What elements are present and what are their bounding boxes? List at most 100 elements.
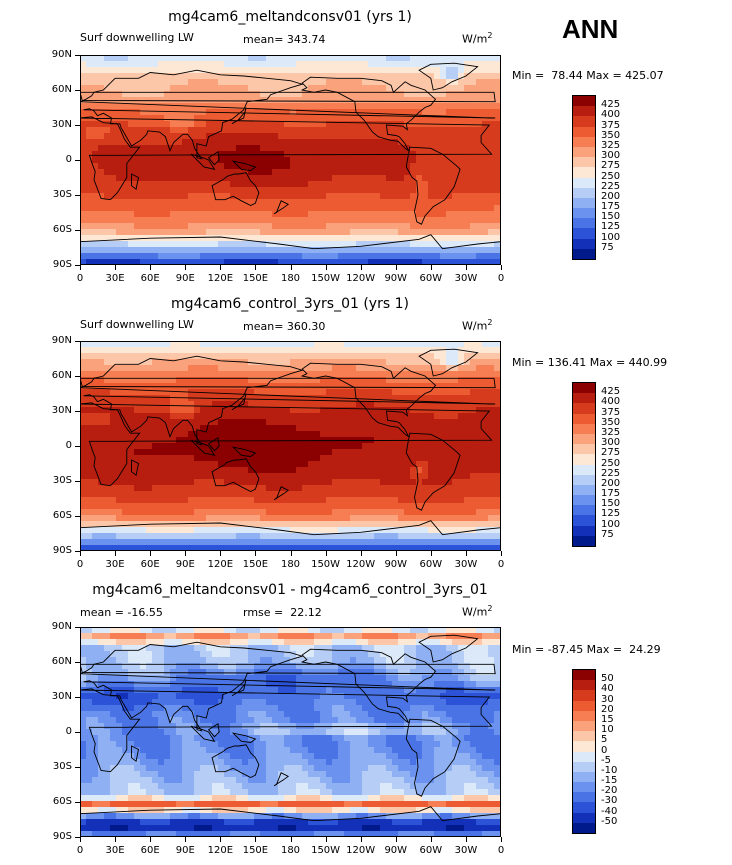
field-cell [476,401,483,408]
field-cell [134,497,141,504]
field-cell [272,91,279,98]
field-cell [338,353,345,360]
field-cell [164,497,171,504]
field-cell [290,73,297,80]
field-cell [230,109,237,116]
field-cell [218,407,225,414]
field-cell [470,217,477,224]
field-cell [350,431,357,438]
field-cell [86,455,93,462]
field-cell [458,55,465,62]
field-cell [146,425,153,432]
field-cell [434,419,441,426]
field-cell [368,223,375,230]
field-cell [410,383,417,390]
field-cell [422,181,429,188]
field-cell [308,145,315,152]
field-cell [236,175,243,182]
field-cell [80,443,87,450]
field-cell [242,211,249,218]
field-cell [308,259,315,265]
field-cell [278,121,285,128]
field-cell [410,377,417,384]
field-cell [464,341,471,348]
field-cell [224,67,231,74]
field-cell [326,485,333,492]
field-cell [272,473,279,480]
field-cell [374,55,381,62]
field-cell [314,347,321,354]
field-cell [242,247,249,254]
field-cell [494,127,501,134]
field-cell [476,157,483,164]
field-cell [446,431,453,438]
colorbar-swatch [573,208,595,219]
field-cell [152,491,159,498]
field-cell [398,199,405,206]
field-cell [386,473,393,480]
field-cell [440,55,447,62]
field-cell [248,509,255,516]
field-cell [86,241,93,248]
field-cell [332,443,339,450]
field-cell [86,431,93,438]
field-cell [422,353,429,360]
field-cell [260,437,267,444]
field-cell [80,467,87,474]
field-cell [368,359,375,366]
field-cell [350,55,357,62]
lon-tick-mark [325,265,327,270]
field-cell [278,211,285,218]
field-cell [140,109,147,116]
field-cell [98,79,105,86]
field-cell [92,365,99,372]
field-cell [350,389,357,396]
field-cell [146,341,153,348]
field-cell [146,461,153,468]
field-cell [248,377,255,384]
field-cell [392,79,399,86]
field-cell [116,371,123,378]
field-cell [80,193,87,200]
field-cell [92,527,99,534]
field-cell [86,497,93,504]
field-cell [158,401,165,408]
field-cell [224,347,231,354]
field-cell [326,109,333,116]
field-cell [338,217,345,224]
field-cell [410,425,417,432]
field-cell [392,91,399,98]
field-cell [158,259,165,265]
field-cell [146,539,153,546]
field-cell [110,371,117,378]
field-cell [464,389,471,396]
field-cell [404,401,411,408]
field-cell [224,217,231,224]
field-cell [350,187,357,194]
field-cell [182,479,189,486]
field-cell [416,521,423,528]
field-cell [248,389,255,396]
field-cell [386,413,393,420]
field-cell [398,163,405,170]
field-cell [464,133,471,140]
field-cell [380,359,387,366]
field-cell [284,139,291,146]
field-cell [344,353,351,360]
field-cell [164,515,171,522]
field-cell [80,91,87,98]
field-cell [248,241,255,248]
field-cell [464,115,471,122]
field-cell [314,115,321,122]
field-cell [428,91,435,98]
field-cell [386,347,393,354]
field-cell [374,253,381,260]
field-cell [248,371,255,378]
field-cell [356,347,363,354]
field-cell [380,121,387,128]
field-cell [206,389,213,396]
field-cell [404,217,411,224]
coastline [231,160,257,171]
field-cell [260,365,267,372]
field-cell [176,67,183,74]
